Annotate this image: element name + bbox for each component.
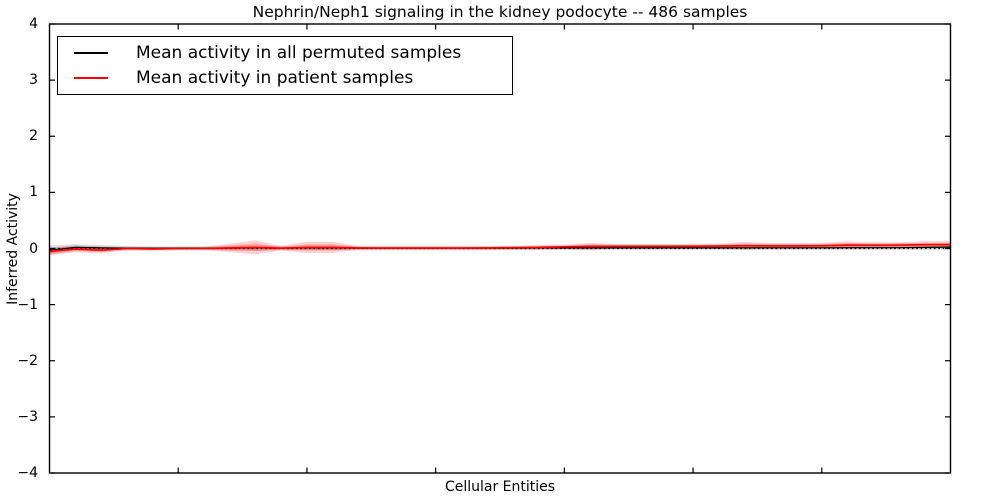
y-tick-label: 4 [29, 16, 38, 32]
series-1-band-outer [49, 240, 951, 256]
series-0-band-outer [49, 244, 951, 255]
y-tick-label: −3 [17, 408, 38, 425]
x-axis-label: Cellular Entities [444, 479, 556, 495]
legend-item-permuted: Mean activity in all permuted samples [74, 41, 512, 65]
y-tick-labels: 4 3 2 1 0 −1 −2 −3 −4 [0, 0, 44, 500]
series-1-line [49, 243, 951, 253]
legend: Mean activity in all permuted samples Me… [57, 36, 513, 95]
legend-line-black [74, 52, 108, 55]
y-tick-label: 1 [29, 184, 38, 201]
legend-label-patient: Mean activity in patient samples [136, 67, 414, 88]
series-0-band-inner [49, 245, 951, 253]
series-0-line [49, 246, 951, 251]
y-tick-label: 2 [29, 128, 38, 145]
legend-label-permuted: Mean activity in all permuted samples [136, 43, 462, 64]
legend-item-patient: Mean activity in patient samples [74, 66, 512, 90]
y-tick-label: −2 [17, 352, 38, 369]
chart-title: Nephrin/Neph1 signaling in the kidney po… [252, 3, 748, 21]
y-tick-label: −1 [17, 296, 38, 313]
y-tick-label: 3 [29, 72, 38, 89]
y-tick-label: 0 [29, 240, 38, 257]
y-tick-label: −4 [17, 465, 38, 481]
legend-line-red [74, 76, 108, 79]
series-1-band-inner [49, 242, 951, 254]
